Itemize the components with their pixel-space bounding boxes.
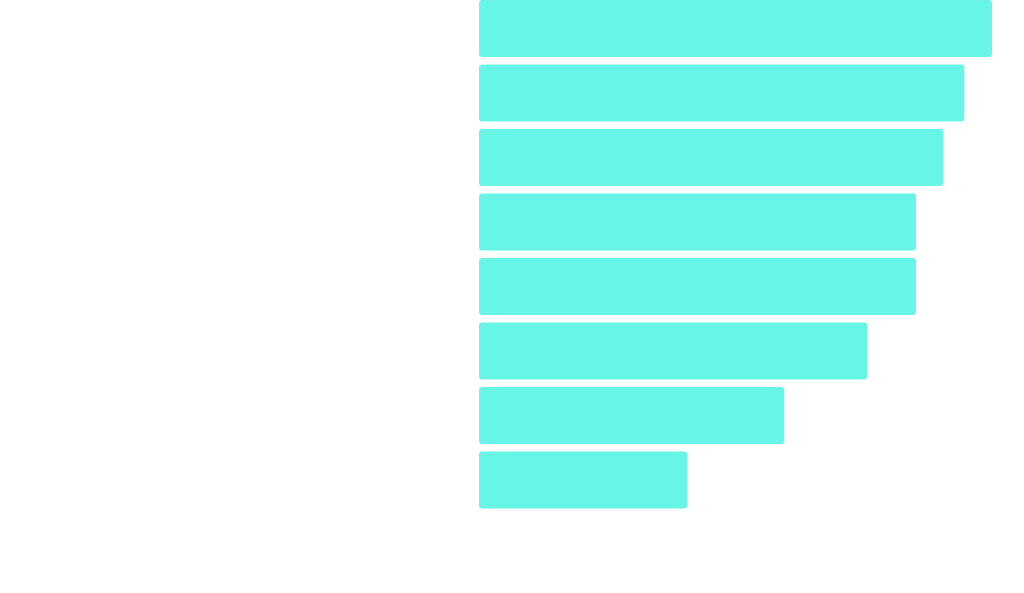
bar-7 bbox=[479, 387, 785, 444]
bar-8 bbox=[479, 451, 688, 509]
bar-6 bbox=[479, 322, 868, 380]
bar-4 bbox=[479, 193, 917, 251]
bar-3 bbox=[479, 129, 944, 186]
bars-group bbox=[479, 0, 992, 509]
bar-1 bbox=[479, 0, 992, 57]
bar-2 bbox=[479, 64, 965, 122]
bar-5 bbox=[479, 258, 917, 315]
